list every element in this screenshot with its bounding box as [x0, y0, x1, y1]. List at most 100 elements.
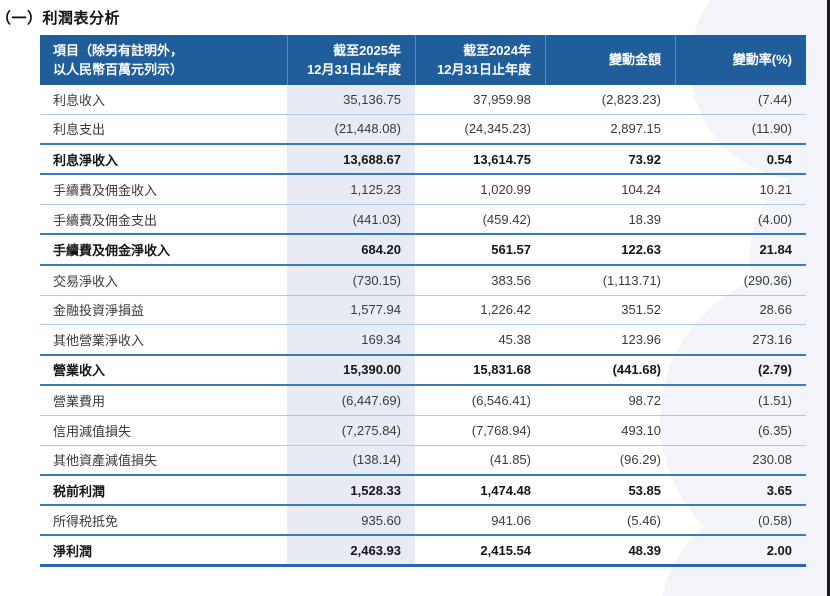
cell-change-amount: 122.63: [621, 242, 661, 258]
cell-2024-value: (7,768.94): [471, 422, 531, 438]
row-label: 淨利潤: [53, 543, 93, 559]
cell-2025-value: 684.20: [287, 235, 415, 264]
row-label: 其他營業淨收入: [53, 333, 145, 349]
cell-change-amount: 351.52: [621, 302, 661, 318]
header-2024-column: 截至2024年 12月31日止年度: [415, 35, 545, 85]
cell-2024-value: 1,226.42: [480, 302, 531, 318]
cell-2025-value: (21,448.08): [287, 114, 415, 144]
header-change-rate-label: 變動率(%): [732, 52, 792, 68]
cell-change-amount: (1,113.71): [602, 272, 661, 288]
cell-2024-value: 45.38: [498, 332, 531, 348]
table-row: 所得税抵免 935.60 941.06 (5.46) (0.58): [40, 506, 806, 537]
table-row: 淨利潤 2,463.93 2,415.54 48.39 2.00: [40, 536, 806, 568]
row-label: 税前利潤: [53, 483, 106, 499]
cell-change-amount: 18.39: [628, 211, 661, 227]
header-change-rate-column: 變動率(%): [675, 35, 806, 85]
cell-change-amount: (441.68): [612, 362, 661, 378]
header-2025-line1: 截至2025年: [333, 42, 401, 58]
cell-2024-value: 13,614.75: [473, 151, 531, 167]
table-row: 營業收入 15,390.00 15,831.68 (441.68) (2.79): [40, 355, 806, 386]
table-row: 手續費及佣金收入 1,125.23 1,020.99 104.24 10.21: [40, 175, 806, 206]
cell-change-amount: 53.85: [628, 482, 661, 498]
cell-2024-value: (459.42): [482, 211, 531, 227]
cell-2024-value: 2,415.54: [480, 542, 531, 558]
row-label: 手續費及佣金支出: [53, 212, 158, 228]
cell-2025-value: 2,463.93: [287, 536, 415, 565]
cell-change-amount: (5.46): [627, 512, 661, 528]
row-label: 所得税抵免: [53, 513, 119, 529]
cell-change-rate: 0.54: [766, 151, 792, 167]
row-label: 其他資產減值損失: [53, 453, 158, 469]
cell-change-rate: 28.66: [759, 302, 792, 318]
row-label: 利息收入: [53, 92, 106, 108]
cell-change-amount: 493.10: [621, 422, 661, 438]
table-row: 利息支出 (21,448.08) (24,345.23) 2,897.15 (11.90…: [40, 114, 806, 146]
row-label: 利息支出: [53, 122, 106, 138]
cell-2025-value: 15,390.00: [287, 355, 415, 384]
table-row: 營業費用 (6,447.69) (6,546.41) 98.72 (1.51): [40, 385, 806, 416]
table-body: 利息收入 35,136.75 37,959.98 (2,823.23) (7.44) 利息…: [40, 85, 806, 568]
table-row: 其他資產減值損失 (138.14) (41.85) (96.29) 230.08: [40, 445, 806, 476]
cell-2024-value: 1,020.99: [480, 182, 531, 198]
cell-2024-value: 383.56: [491, 272, 531, 288]
cell-change-rate: (290.36): [743, 272, 792, 288]
table-row: 信用減值損失 (7,275.84) (7,768.94) 493.10 (6.35): [40, 415, 806, 446]
cell-change-amount: 73.92: [628, 151, 661, 167]
cell-2025-value: 1,125.23: [287, 175, 415, 205]
cell-2025-value: 35,136.75: [287, 85, 415, 114]
cell-change-rate: 273.16: [752, 332, 792, 348]
cell-2025-value: 169.34: [287, 325, 415, 354]
header-change-amount-label: 變動金額: [608, 52, 661, 68]
cell-change-rate: 2.00: [766, 542, 792, 558]
cell-change-rate: (2.79): [758, 362, 792, 378]
cell-2025-value: (138.14): [287, 445, 415, 474]
cell-change-rate: (4.00): [758, 211, 792, 227]
header-change-amount-column: 變動金額: [545, 35, 675, 85]
cell-change-rate: 21.84: [759, 242, 792, 258]
header-2025-column: 截至2025年 12月31日止年度: [287, 35, 415, 85]
cell-2024-value: 941.06: [491, 512, 531, 528]
cell-2025-value: 1,528.33: [287, 475, 415, 505]
header-2025-line2: 12月31日止年度: [307, 62, 401, 77]
cell-2024-value: 15,831.68: [473, 362, 531, 378]
table-row: 交易淨收入 (730.15) 383.56 (1,113.71) (290.36): [40, 265, 806, 296]
cell-change-rate: (0.58): [758, 512, 792, 528]
table-row: 手續費及佣金支出 (441.03) (459.42) 18.39 (4.00): [40, 205, 806, 236]
row-label: 利息淨收入: [53, 152, 119, 168]
header-item-column: 項目（除另有註明外， 以人民幣百萬元列示）: [40, 35, 287, 85]
table-row: 利息收入 35,136.75 37,959.98 (2,823.23) (7.44): [40, 85, 806, 115]
table-row: 金融投資淨損益 1,577.94 1,226.42 351.52 28.66: [40, 295, 806, 326]
cell-2025-value: 1,577.94: [287, 295, 415, 325]
row-label: 營業收入: [53, 363, 106, 379]
table-row: 其他營業淨收入 169.34 45.38 123.96 273.16: [40, 325, 806, 356]
cell-2024-value: (6,546.41): [471, 392, 531, 408]
row-label: 金融投資淨損益: [53, 303, 145, 319]
cell-2025-value: (441.03): [287, 205, 415, 234]
row-label: 手續費及佣金收入: [53, 183, 158, 199]
cell-2024-value: (24,345.23): [464, 121, 532, 137]
cell-2025-value: 935.60: [287, 506, 415, 535]
cell-change-rate: 10.21: [759, 182, 792, 198]
header-item-line2: 以人民幣百萬元列示）: [53, 62, 184, 77]
cell-change-rate: (11.90): [751, 121, 792, 137]
cell-change-amount: 2,897.15: [610, 121, 661, 137]
table-row: 利息淨收入 13,688.67 13,614.75 73.92 0.54: [40, 145, 806, 176]
cell-change-amount: 48.39: [628, 542, 661, 558]
table-header-row: 項目（除另有註明外， 以人民幣百萬元列示） 截至2025年 12月31日止年度 …: [40, 35, 806, 85]
cell-change-amount: 98.72: [628, 392, 661, 408]
cell-2024-value: (41.85): [489, 452, 531, 468]
cell-change-amount: 123.96: [621, 332, 661, 348]
cell-2025-value: (7,275.84): [287, 415, 415, 445]
cell-2024-value: 37,959.98: [473, 91, 531, 107]
cell-2024-value: 1,474.48: [480, 482, 531, 498]
cell-change-rate: (7.44): [758, 91, 792, 107]
cell-2025-value: (6,447.69): [287, 385, 415, 415]
table-row: 手續費及佣金淨收入 684.20 561.57 122.63 21.84: [40, 235, 806, 266]
page-right-border: [827, 0, 830, 596]
cell-change-rate: (1.51): [758, 392, 792, 408]
section-title: （一）利潤表分析: [0, 10, 121, 27]
header-item-line1: 項目（除另有註明外，: [53, 42, 184, 58]
row-label: 營業費用: [53, 393, 106, 409]
cell-2025-value: 13,688.67: [287, 145, 415, 174]
